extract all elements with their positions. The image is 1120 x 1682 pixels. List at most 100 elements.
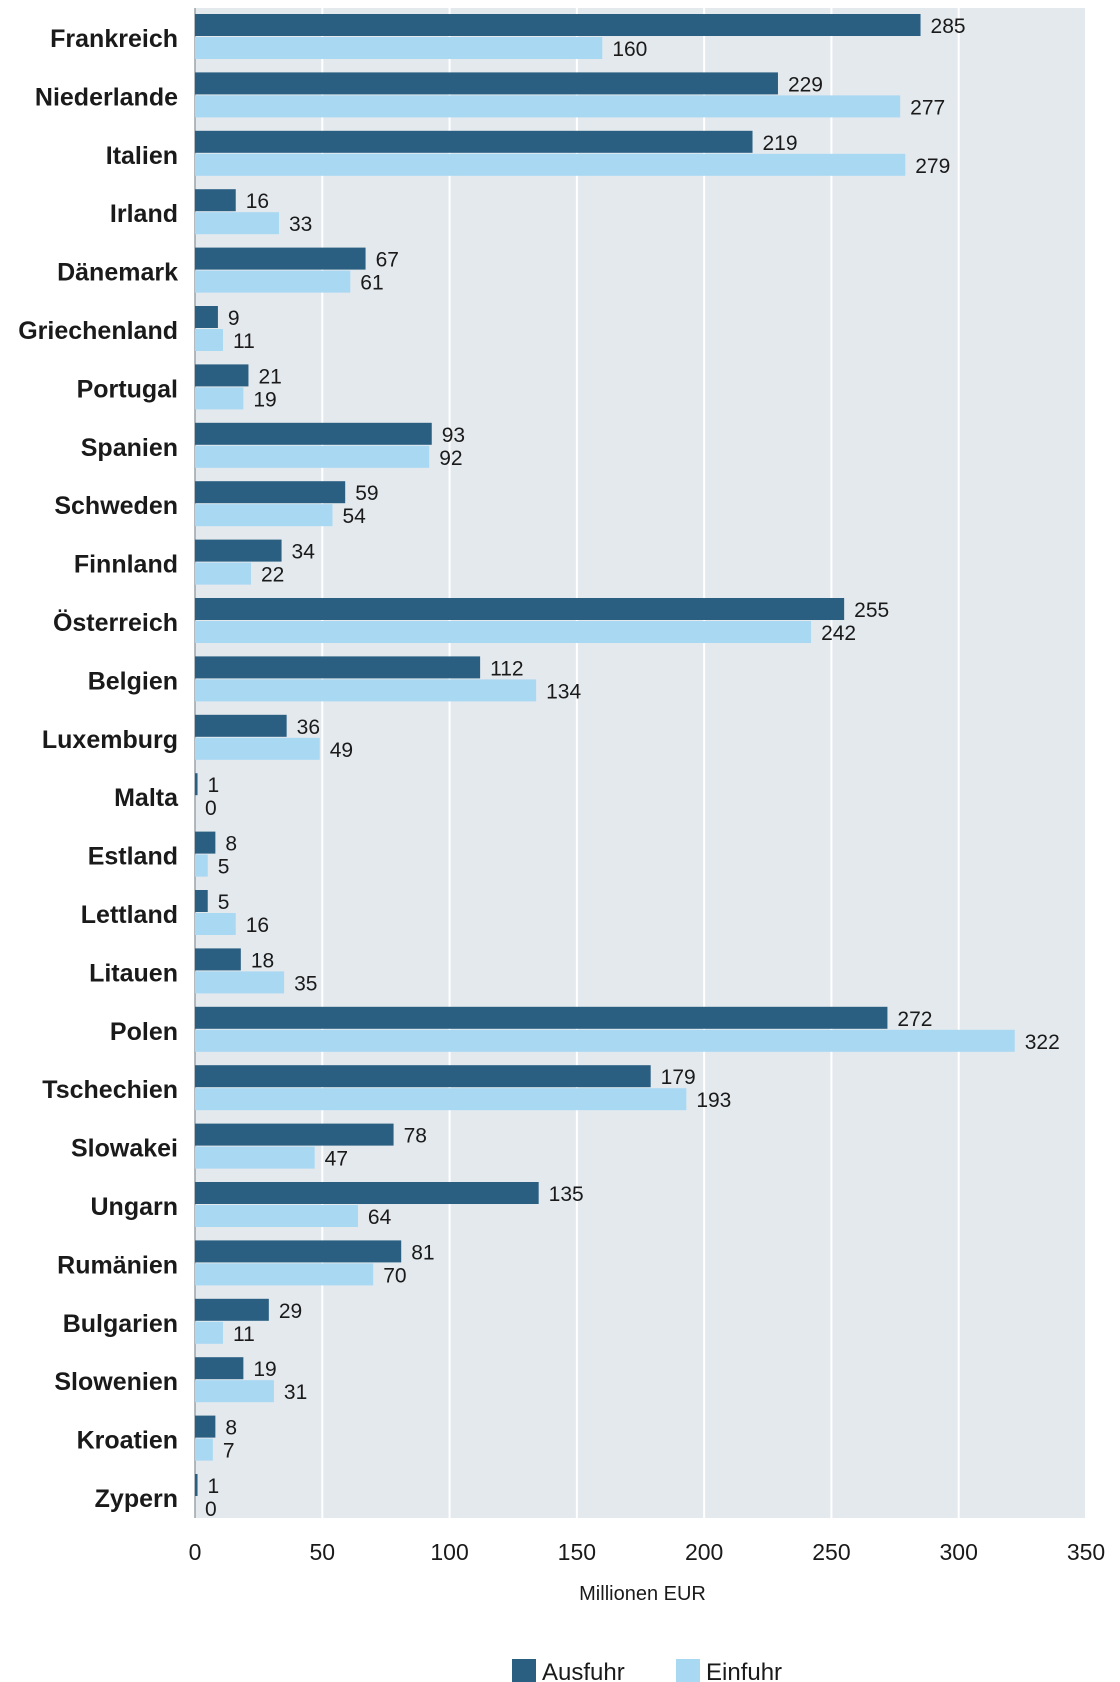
bar-ausfuhr-schweden bbox=[195, 481, 346, 504]
x-tick-label-50: 50 bbox=[309, 1539, 335, 1565]
data-label-einfuhr-slowakei: 47 bbox=[325, 1148, 348, 1171]
x-tick-label-100: 100 bbox=[430, 1539, 468, 1565]
x-axis-title: Millionen EUR bbox=[579, 1583, 706, 1605]
bar-einfuhr-griechenland bbox=[195, 329, 224, 351]
data-label-ausfuhr-bulgarien: 29 bbox=[279, 1300, 302, 1323]
bar-einfuhr-slowakei bbox=[195, 1146, 315, 1169]
data-label-einfuhr-bulgarien: 11 bbox=[233, 1323, 255, 1346]
bar-einfuhr-kroatien bbox=[195, 1438, 213, 1461]
data-label-ausfuhr-italien: 219 bbox=[763, 132, 798, 155]
data-label-ausfuhr-slowakei: 78 bbox=[404, 1125, 427, 1148]
legend-swatch-einfuhr bbox=[676, 1659, 700, 1682]
bar-ausfuhr-estland bbox=[195, 831, 216, 854]
bar-einfuhr-bulgarien bbox=[195, 1321, 224, 1344]
data-label-ausfuhr-malta: 1 bbox=[208, 774, 220, 797]
bar-einfuhr-finnland bbox=[195, 562, 252, 585]
bar-einfuhr-polen bbox=[195, 1029, 1015, 1052]
bar-ausfuhr-tschechien bbox=[195, 1065, 651, 1088]
data-label-einfuhr-griechenland: 11 bbox=[233, 330, 255, 353]
category-label-danemark: Dänemark bbox=[57, 259, 178, 287]
legend-label-ausfuhr: Ausfuhr bbox=[542, 1659, 625, 1682]
data-label-einfuhr-polen: 322 bbox=[1025, 1031, 1060, 1054]
data-label-einfuhr-estland: 5 bbox=[218, 856, 230, 879]
data-label-ausfuhr-portugal: 21 bbox=[258, 365, 281, 388]
bar-ausfuhr-niederlande bbox=[195, 72, 778, 95]
bar-einfuhr-estland bbox=[195, 854, 208, 877]
data-label-einfuhr-schweden: 54 bbox=[342, 505, 366, 528]
bar-ausfuhr-griechenland bbox=[195, 306, 218, 328]
data-label-ausfuhr-rumanien: 81 bbox=[411, 1241, 434, 1264]
x-tick-label-0: 0 bbox=[189, 1539, 202, 1565]
bar-ausfuhr-rumanien bbox=[195, 1240, 402, 1263]
bar-einfuhr-luxemburg bbox=[195, 737, 320, 760]
data-label-einfuhr-frankreich: 160 bbox=[612, 38, 647, 61]
data-label-einfuhr-lettland: 16 bbox=[246, 914, 269, 937]
bar-ausfuhr-litauen bbox=[195, 948, 241, 971]
bar-ausfuhr-slowakei bbox=[195, 1123, 394, 1146]
bar-ausfuhr-portugal bbox=[195, 364, 249, 387]
category-label-kroatien: Kroatien bbox=[77, 1427, 178, 1455]
bar-einfuhr-italien bbox=[195, 153, 906, 176]
plot-background bbox=[195, 8, 1086, 1518]
data-label-ausfuhr-osterreich: 255 bbox=[854, 599, 889, 622]
data-label-einfuhr-osterreich: 242 bbox=[821, 622, 856, 645]
bar-ausfuhr-danemark bbox=[195, 247, 366, 270]
bar-ausfuhr-kroatien bbox=[195, 1415, 216, 1438]
data-label-einfuhr-rumanien: 70 bbox=[383, 1264, 406, 1287]
category-label-bulgarien: Bulgarien bbox=[63, 1310, 178, 1338]
data-label-einfuhr-kroatien: 7 bbox=[223, 1440, 235, 1463]
data-label-ausfuhr-lettland: 5 bbox=[218, 891, 230, 914]
category-label-polen: Polen bbox=[110, 1018, 178, 1046]
bar-ausfuhr-irland bbox=[195, 189, 236, 212]
bar-ausfuhr-italien bbox=[195, 130, 753, 153]
bars: 2851602292772192791633676191121199392595… bbox=[195, 14, 1060, 1521]
data-label-ausfuhr-estland: 8 bbox=[225, 833, 237, 856]
data-label-ausfuhr-ungarn: 135 bbox=[549, 1183, 584, 1206]
bar-ausfuhr-bulgarien bbox=[195, 1298, 269, 1321]
data-label-einfuhr-italien: 279 bbox=[915, 155, 950, 178]
bar-ausfuhr-slowenien bbox=[195, 1357, 244, 1380]
data-label-einfuhr-irland: 33 bbox=[289, 213, 312, 236]
category-label-ungarn: Ungarn bbox=[91, 1193, 179, 1221]
data-label-einfuhr-malta: 0 bbox=[205, 797, 217, 820]
bar-einfuhr-rumanien bbox=[195, 1263, 374, 1286]
bar-ausfuhr-belgien bbox=[195, 656, 481, 679]
bar-einfuhr-ungarn bbox=[195, 1205, 358, 1227]
grid-lines bbox=[194, 8, 1087, 1518]
bar-einfuhr-danemark bbox=[195, 270, 351, 293]
category-label-griechenland: Griechenland bbox=[18, 317, 178, 345]
data-label-ausfuhr-luxemburg: 36 bbox=[297, 716, 320, 739]
bar-ausfuhr-zypern bbox=[195, 1474, 198, 1496]
bar-einfuhr-belgien bbox=[195, 679, 537, 702]
data-label-ausfuhr-griechenland: 9 bbox=[228, 307, 240, 330]
legend-swatch-ausfuhr bbox=[512, 1659, 536, 1682]
data-label-ausfuhr-tschechien: 179 bbox=[661, 1066, 696, 1089]
bar-einfuhr-schweden bbox=[195, 504, 333, 527]
bar-einfuhr-osterreich bbox=[195, 621, 812, 643]
category-label-italien: Italien bbox=[106, 142, 178, 170]
x-tick-label-350: 350 bbox=[1067, 1539, 1105, 1565]
category-label-slowenien: Slowenien bbox=[54, 1368, 178, 1396]
data-label-ausfuhr-belgien: 112 bbox=[490, 657, 523, 680]
category-label-irland: Irland bbox=[110, 200, 178, 228]
data-label-ausfuhr-niederlande: 229 bbox=[788, 73, 823, 96]
data-label-einfuhr-zypern: 0 bbox=[205, 1498, 217, 1521]
x-axis-ticks: 0 50 100 150 200 250 300 350 bbox=[189, 1539, 1106, 1565]
legend-label-einfuhr: Einfuhr bbox=[706, 1659, 782, 1682]
category-label-rumanien: Rumänien bbox=[57, 1251, 178, 1279]
bar-ausfuhr-ungarn bbox=[195, 1182, 539, 1204]
bar-ausfuhr-polen bbox=[195, 1006, 888, 1029]
bar-einfuhr-litauen bbox=[195, 971, 285, 994]
bar-ausfuhr-osterreich bbox=[195, 598, 845, 620]
category-label-finnland: Finnland bbox=[74, 551, 178, 579]
data-label-ausfuhr-slowenien: 19 bbox=[253, 1358, 276, 1381]
bar-einfuhr-slowenien bbox=[195, 1380, 274, 1403]
bar-einfuhr-lettland bbox=[195, 913, 236, 935]
x-tick-label-200: 200 bbox=[685, 1539, 723, 1565]
data-label-einfuhr-danemark: 61 bbox=[360, 272, 383, 295]
data-label-einfuhr-slowenien: 31 bbox=[284, 1381, 307, 1404]
data-label-einfuhr-finnland: 22 bbox=[261, 564, 284, 587]
data-label-einfuhr-niederlande: 277 bbox=[910, 96, 945, 119]
